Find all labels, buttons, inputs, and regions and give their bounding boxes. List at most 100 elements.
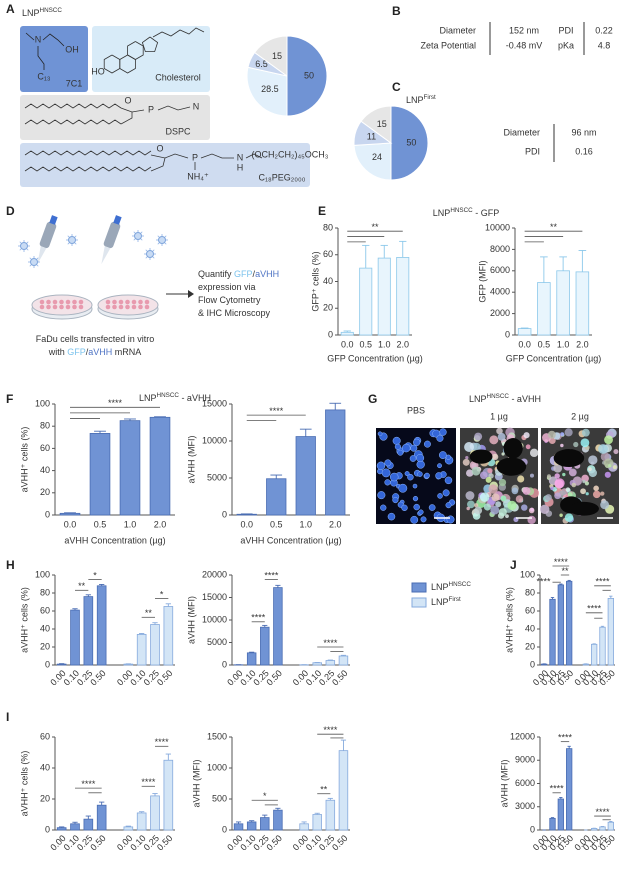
panel-letter: E (318, 204, 326, 218)
nucleus (437, 493, 443, 499)
bar (233, 823, 244, 831)
legend-swatch (411, 597, 427, 608)
text-part: HNSCC (40, 7, 63, 14)
y-tick-label: 60 (40, 731, 50, 741)
text-part: HNSCC (450, 207, 473, 214)
cell-signal (491, 453, 499, 461)
nucleus (410, 515, 419, 524)
y-tick-label: 60 (40, 605, 50, 615)
nucleus (409, 455, 417, 462)
text-part: mRNA (112, 347, 141, 357)
slice-label: 6.5 (255, 59, 268, 69)
cell-signal (529, 473, 535, 478)
cell-signal (521, 504, 528, 511)
cell-signal (479, 492, 490, 502)
bar (549, 598, 556, 666)
x-tick-label: 2.0 (396, 339, 409, 349)
cell-signal (604, 435, 613, 445)
cell (138, 299, 143, 305)
y-tick-label: 5000 (207, 472, 227, 482)
significance-label: **** (323, 638, 338, 648)
cell-signal (500, 495, 507, 502)
cell-signal (501, 452, 505, 456)
text-part: First (424, 94, 436, 101)
cell-signal (588, 467, 592, 472)
cell-signal (554, 473, 560, 479)
structure-name: 7C1 (66, 78, 83, 88)
nucleus (428, 504, 436, 511)
cell-signal (598, 444, 608, 454)
significance-label: **** (595, 807, 610, 817)
y-tick-label: 40 (40, 623, 50, 633)
y-axis-label: aVHH⁺ cells (%) (19, 587, 29, 653)
significance-label: ** (145, 608, 153, 618)
nucleus (412, 483, 418, 489)
bond (24, 103, 122, 109)
y-tick-label: 5000 (207, 637, 227, 647)
cell-signal (466, 506, 470, 511)
pipette-button (49, 215, 58, 225)
x-tick-label: 0.50 (265, 668, 284, 687)
bar (299, 823, 309, 831)
bar (70, 823, 80, 831)
y-tick-label: 60 (323, 249, 333, 259)
pie-slice (286, 35, 328, 117)
arrow-head (188, 290, 194, 298)
bar (312, 814, 322, 831)
slice-label: 28.5 (261, 84, 279, 94)
x-tick-label: 1.0 (378, 339, 391, 349)
x-axis-label: GFP Concentration (µg) (327, 353, 423, 363)
cell (52, 299, 58, 305)
panel-letter: G (368, 392, 377, 406)
text-part: / (253, 269, 256, 279)
nucleus (397, 449, 404, 456)
cell-signal (550, 486, 554, 491)
atom-label: OH (65, 44, 79, 54)
bond (37, 46, 45, 70)
y-tick-label: 80 (40, 587, 50, 597)
panel-letter: A (6, 2, 15, 16)
nucleus (376, 461, 386, 471)
bond (42, 33, 65, 47)
x-tick-label: 0.50 (88, 668, 107, 687)
cell (131, 299, 137, 305)
atom-label: C₁₃ (37, 71, 51, 81)
significance-label: **** (536, 577, 551, 587)
structure-name: Cholesterol (155, 72, 201, 82)
cell-signal (474, 503, 479, 508)
x-tick-label: 0.50 (265, 833, 284, 852)
cell-signal (505, 514, 509, 519)
text-part: LNP (406, 95, 424, 105)
bar (591, 643, 598, 666)
caption-line: FaDu cells transfected in vitro (36, 334, 155, 344)
x-tick-label: 0.5 (538, 339, 551, 349)
cell-signal (554, 492, 561, 500)
cell-signal (529, 448, 539, 458)
cell-signal (582, 479, 586, 484)
cell-signal (485, 476, 492, 483)
y-tick-label: 0 (45, 509, 50, 519)
y-tick-label: 0 (530, 659, 535, 669)
nucleus (445, 502, 452, 509)
y-tick-label: 40 (40, 762, 50, 772)
text-part: HNSCC (449, 581, 472, 588)
nucleus (404, 471, 410, 477)
caption-line: Quantify GFP/aVHH (198, 269, 279, 279)
bar (566, 748, 573, 831)
nucleus (398, 483, 408, 493)
virus (146, 250, 154, 258)
text-part: LNP (139, 393, 157, 403)
bar (56, 827, 67, 831)
panel-letter: C (392, 80, 401, 94)
pipette-tip (101, 246, 111, 265)
panel-letter: H (6, 558, 15, 572)
text-part: & IHC Microscopy (198, 308, 271, 318)
cell-signal (479, 471, 488, 480)
bar (119, 420, 141, 516)
pie-slice (353, 142, 392, 181)
nucleus (377, 431, 383, 437)
slice-label: 24 (372, 152, 382, 162)
bar (260, 817, 270, 831)
x-tick-label: 0.50 (330, 833, 349, 852)
cell-signal (525, 444, 531, 450)
